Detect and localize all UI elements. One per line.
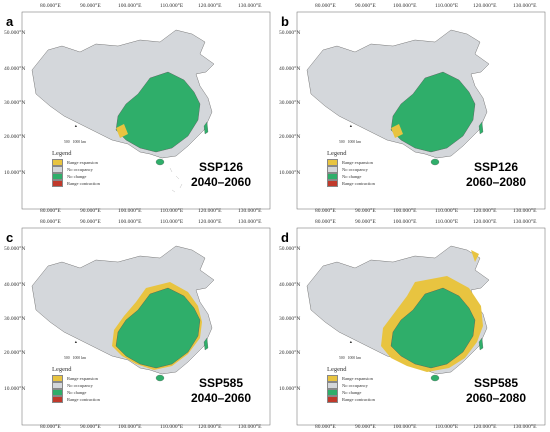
map-panel-d: d SSP585 2060–2080 Legend Range expansion… xyxy=(275,216,550,432)
legend-title: Legend xyxy=(52,150,72,157)
lon-label: 80.000°E xyxy=(40,208,61,214)
legend: Legend Range expansion No occupancy No c… xyxy=(327,366,375,403)
map-panel-a: a SSP126 2040–2060 Legend Range expansion… xyxy=(0,0,275,216)
scenario-label: SSP126 2040–2060 xyxy=(190,160,252,189)
scale-bar: 500 1000 km xyxy=(339,356,361,360)
swatch-no-occupancy xyxy=(52,166,63,173)
panel-label: b xyxy=(281,14,289,29)
scale-bar: 500 1000 km xyxy=(64,356,86,360)
scenario-label: SSP585 2040–2060 xyxy=(190,376,252,405)
lon-label: 90.000°E xyxy=(80,3,101,9)
legend-item: Range contraction xyxy=(67,181,100,186)
scenario-label: SSP126 2060–2080 xyxy=(465,160,527,189)
swatch-no-change xyxy=(52,173,63,180)
china-map xyxy=(21,227,271,426)
no-change-region xyxy=(115,71,201,153)
legend: Legend Range expansion No occupancy No c… xyxy=(52,366,100,403)
lat-label: 40.000°N xyxy=(4,66,26,72)
lon-label: 100.000°E xyxy=(118,3,142,9)
legend-item: Range expansion xyxy=(67,160,98,165)
map-panel-b: b SSP126 2060–2080 Legend Range expansion… xyxy=(275,0,550,216)
lon-label: 130.000°E xyxy=(238,208,262,214)
lat-label: 30.000°N xyxy=(4,100,26,106)
north-arrow-icon: ▲ xyxy=(74,124,78,128)
lat-label: 20.000°N xyxy=(4,134,26,140)
taiwan xyxy=(203,121,209,135)
china-map xyxy=(296,227,546,426)
north-arrow-icon: ▲ xyxy=(74,340,78,344)
swatch-contraction xyxy=(52,180,63,187)
scale-bar: 500 1000 km xyxy=(339,140,361,144)
lon-label: 80.000°E xyxy=(40,3,61,9)
lon-label: 110.000°E xyxy=(160,208,184,214)
legend: Legend Range expansion No occupancy No c… xyxy=(52,150,100,187)
lon-label: 90.000°E xyxy=(80,208,101,214)
hainan xyxy=(155,158,165,166)
map-panel-c: c SSP585 2040–2060 Legend Range expansion… xyxy=(0,216,275,432)
legend-item: No occupancy xyxy=(67,167,93,172)
lon-label: 110.000°E xyxy=(160,3,184,9)
north-arrow-icon: ▲ xyxy=(349,340,353,344)
lat-label: 50.000°N xyxy=(4,30,26,36)
china-map xyxy=(296,11,546,210)
lon-label: 130.000°E xyxy=(238,3,262,9)
panel-label: d xyxy=(281,230,289,245)
lat-label: 10.000°N xyxy=(4,170,26,176)
expansion-patch xyxy=(116,124,128,138)
scenario-label: SSP585 2060–2080 xyxy=(465,376,527,405)
legend-item: No change xyxy=(67,174,87,179)
lon-label: 100.000°E xyxy=(118,208,142,214)
panel-label: a xyxy=(6,14,14,29)
swatch-expansion xyxy=(52,159,63,166)
north-arrow-icon: ▲ xyxy=(349,124,353,128)
lon-label: 120.000°E xyxy=(198,3,222,9)
china-map xyxy=(21,11,271,210)
lon-label: 120.000°E xyxy=(198,208,222,214)
scale-bar: 500 1000 km xyxy=(64,140,86,144)
legend-title: Legend xyxy=(327,150,347,157)
legend: Legend Range expansion No occupancy No c… xyxy=(327,150,375,187)
panel-label: c xyxy=(6,230,14,245)
